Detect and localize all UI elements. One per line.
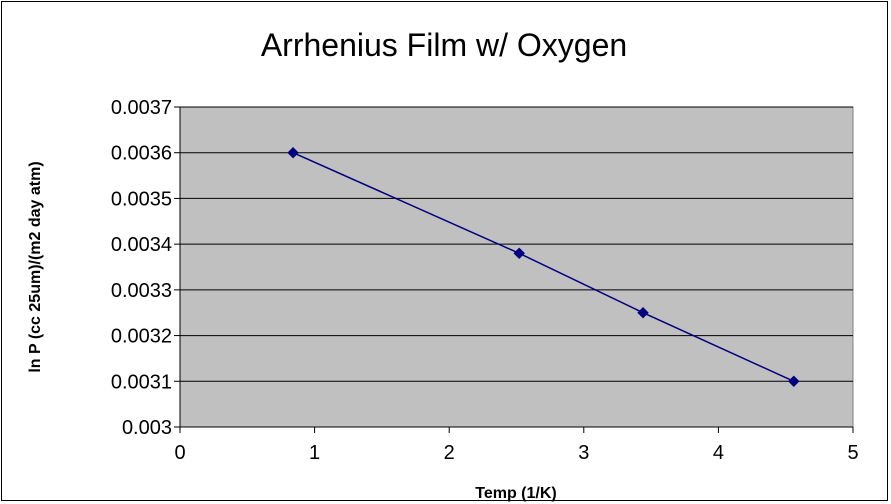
x-tick-label: 4 xyxy=(713,442,724,464)
y-tick-label: 0.0036 xyxy=(111,143,172,165)
data-point-diamond xyxy=(637,307,649,319)
chart-title: Arrhenius Film w/ Oxygen xyxy=(261,27,627,63)
series-layer xyxy=(287,147,800,387)
data-point-diamond xyxy=(287,147,299,159)
axes xyxy=(174,106,854,433)
y-tick-label: 0.0037 xyxy=(111,97,172,119)
y-tick-label: 0.0033 xyxy=(111,280,172,302)
x-tick-labels: 0 1 2 3 4 5 xyxy=(174,442,858,464)
y-tick-label: 0.0032 xyxy=(111,326,172,348)
x-tick-label: 1 xyxy=(309,442,320,464)
y-tick-label: 0.003 xyxy=(122,417,172,439)
data-point-diamond xyxy=(788,375,800,387)
x-tick-label: 0 xyxy=(174,442,185,464)
x-tick-label: 2 xyxy=(444,442,455,464)
series-line xyxy=(292,152,795,382)
y-tick-label: 0.0031 xyxy=(111,371,172,393)
x-tick-label: 3 xyxy=(578,442,589,464)
y-tick-label: 0.0034 xyxy=(111,234,172,256)
data-point-diamond xyxy=(513,247,525,259)
x-tick-label: 5 xyxy=(847,442,858,464)
x-axis-label: Temp (1/K) xyxy=(475,485,556,502)
y-tick-label: 0.0035 xyxy=(111,188,172,210)
gridlines xyxy=(180,106,853,382)
y-tick-labels: 0.003 0.0031 0.0032 0.0033 0.0034 0.0035 0.003… xyxy=(111,97,172,439)
y-axis-label: ln P (cc 25um)/(m2 day atm) xyxy=(27,161,44,372)
plot-area xyxy=(179,106,854,428)
